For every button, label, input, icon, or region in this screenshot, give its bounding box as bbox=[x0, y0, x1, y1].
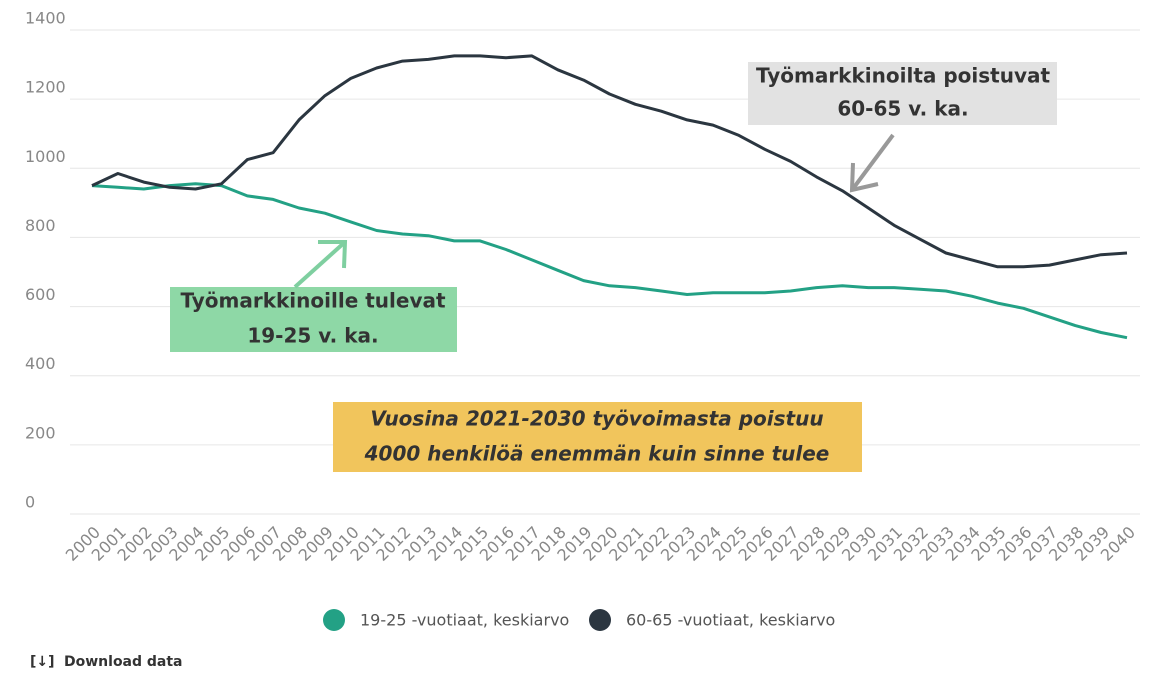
y-tick-label: 600 bbox=[25, 285, 56, 304]
annotation-box bbox=[748, 62, 1057, 125]
annotation-text: Vuosina 2021-2030 työvoimasta poistuu bbox=[370, 407, 823, 431]
download-icon[interactable]: [↓] bbox=[30, 654, 55, 670]
y-tick-label: 200 bbox=[25, 423, 56, 442]
annotation-box bbox=[333, 402, 862, 472]
arrow-head bbox=[318, 240, 348, 269]
legend-label: 19-25 -vuotiaat, keskiarvo bbox=[360, 611, 569, 630]
annotation-box bbox=[170, 287, 457, 352]
annotation-text: 60-65 v. ka. bbox=[837, 97, 968, 121]
line bbox=[91, 54, 1128, 269]
annotation-text: Työmarkkinoille tulevat bbox=[180, 289, 446, 313]
legend-marker bbox=[323, 609, 345, 631]
arrow bbox=[293, 240, 347, 289]
arrow-head bbox=[849, 162, 879, 193]
arrow bbox=[850, 133, 895, 192]
download-link[interactable]: Download data bbox=[64, 654, 183, 670]
y-tick-label: 0 bbox=[25, 493, 35, 512]
y-tick-label: 800 bbox=[25, 216, 56, 235]
y-tick-label: 1200 bbox=[25, 78, 66, 97]
y-tick-label: 1400 bbox=[25, 9, 66, 28]
legend-marker bbox=[589, 609, 611, 631]
plot: 0200400600800100012001400200020012002200… bbox=[25, 9, 1140, 631]
y-tick-label: 400 bbox=[25, 354, 56, 373]
line bbox=[91, 182, 1128, 340]
annotation-text: Työmarkkinoilta poistuvat bbox=[756, 64, 1051, 88]
annotation-text: 4000 henkilöä enemmän kuin sinne tulee bbox=[364, 442, 830, 466]
legend-label: 60-65 -vuotiaat, keskiarvo bbox=[626, 611, 835, 630]
annotation-text: 19-25 v. ka. bbox=[247, 324, 378, 348]
y-tick-label: 1000 bbox=[25, 147, 66, 166]
